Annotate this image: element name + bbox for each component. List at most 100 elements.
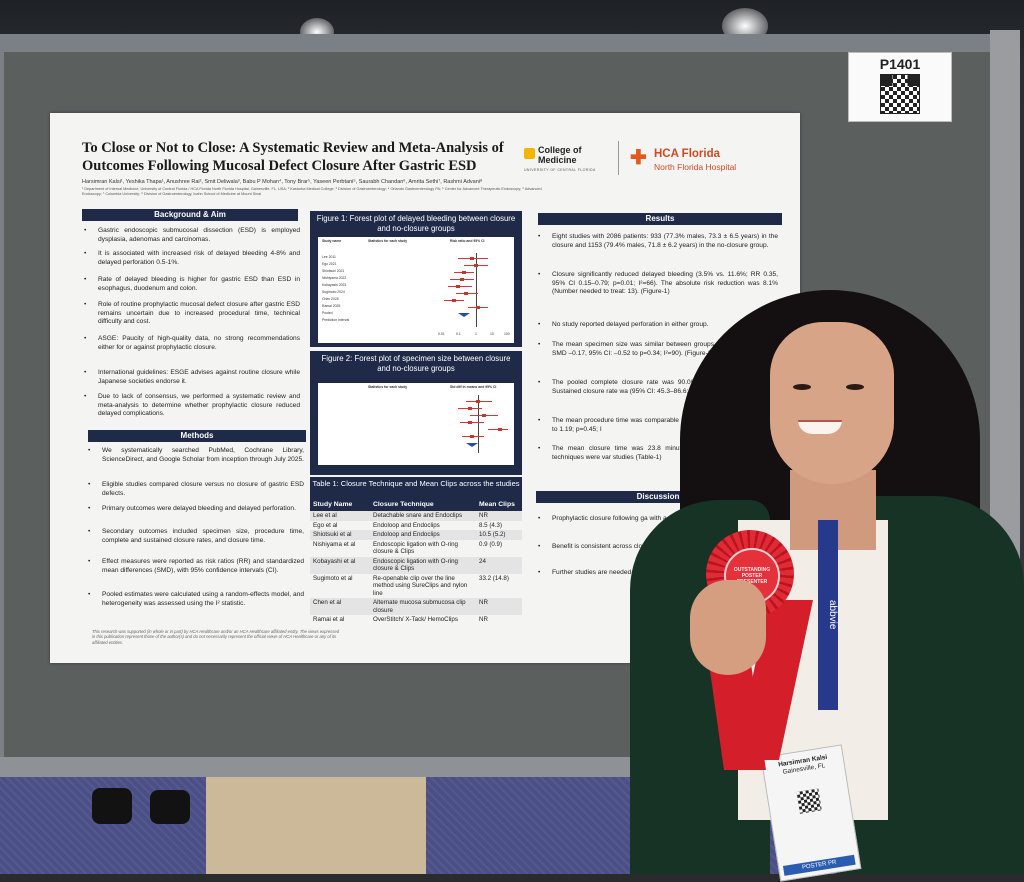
fp2-null-line [478, 395, 479, 453]
bullet-text: The mean closure time was 23.8 minutes (… [552, 445, 778, 461]
bullet-marker: • [538, 321, 541, 328]
presenter-smile [798, 420, 842, 434]
table-cell: Chen et al [310, 598, 370, 615]
ucf-line1: College of [538, 145, 582, 155]
results-bullet: • The mean procedure time was comparable … [538, 417, 778, 434]
fp-axis-tick: 100 [504, 332, 510, 336]
fp-null-line [476, 253, 477, 327]
figure2-panel: Figure 2: Forest plot of specimen size b… [310, 351, 522, 475]
bullet-marker: • [538, 271, 541, 278]
bullet-text: The mean procedure time was comparable (… [552, 417, 778, 433]
table-cell: NR [479, 616, 488, 623]
table-row: Lee et al Detachable snare and Endoclips N… [310, 511, 522, 521]
table-cell: Endoscopic ligation with O-ring closure … [370, 556, 476, 574]
fp-study-name: Shiotsuki 2021 [322, 269, 345, 273]
methods-bullet: • Eligible studies compared closure versu… [88, 481, 304, 498]
fp2-header-stats: Statistics for each study [368, 385, 408, 389]
bullet-text: Eligible studies compared closure versus… [102, 481, 304, 497]
discussion-bullet: • Benefit is consistent across clo patien… [538, 543, 778, 552]
bullet-text: ASGE: Paucity of high-quality data, no s… [98, 335, 300, 351]
table-cell: Detachable snare and Endoclips [370, 511, 476, 521]
background-bullet: • Gastric endoscopic submucosal dissectio… [84, 227, 300, 244]
fp-point [476, 306, 480, 309]
table-cell: Re-openable clip over the line method us… [373, 574, 468, 597]
hca-line2: North Florida Hospital [654, 162, 737, 172]
methods-bullet: • Primary outcomes were delayed bleeding … [88, 505, 304, 514]
presenter-eye [846, 384, 864, 390]
background-bullet: • Role of routine prophylactic mucosal de… [84, 301, 300, 327]
methods-bullet: • Secondary outcomes included specimen si… [88, 528, 304, 545]
bullet-text: Benefit is consistent across clo patient… [552, 543, 698, 550]
bullet-marker: • [88, 591, 91, 598]
background-bullet: • It is associated with increased risk of… [84, 250, 300, 267]
table-row: Kobayashi et al Endoscopic ligation with … [310, 556, 522, 574]
methods-bullet: • We systematically searched PubMed, Coch… [88, 447, 304, 464]
fp-point [474, 264, 478, 267]
fp-study-name: Ego 2021 [322, 262, 337, 266]
visitor-leg [206, 770, 426, 874]
results-bullet: • Eight studies with 2086 patients: 933 (… [538, 233, 778, 250]
table-row: Ramai et al OverStitch/ X-Tack/ HemoClips… [310, 615, 522, 625]
bullet-text: Gastric endoscopic submucosal dissection… [98, 227, 300, 243]
fp2-pooled-diamond [466, 443, 478, 447]
table1-caption: Table 1: Closure Technique and Mean Clip… [310, 477, 522, 499]
ucf-line2: Medicine [538, 155, 577, 165]
bullet-marker: • [84, 301, 87, 308]
fp-axis-tick: 1 [475, 332, 477, 336]
table-cell: Ego et al [313, 521, 338, 529]
fp-axis-tick: 10 [490, 332, 494, 336]
qr-code-icon [880, 74, 920, 114]
table-header-cell: Mean Clips [476, 498, 522, 511]
methods-bullet: • Pooled estimates were calculated using … [88, 591, 304, 608]
table-row: Sugimoto et al Re-openable clip over the … [310, 574, 522, 599]
fp-study-name: Prediction Interval [322, 318, 350, 322]
table-cell: Alternate mucosa submucosa clip closure [370, 598, 476, 615]
fp2-point [470, 435, 474, 438]
table-cell: 24 [476, 556, 522, 574]
bullet-text: International guidelines: ESGE advises a… [98, 369, 300, 385]
table-row: Chen et al Alternate mucosa submucosa cli… [310, 598, 522, 615]
results-bullet: • No study reported delayed perforation i… [538, 321, 778, 330]
fp2-point [468, 421, 472, 424]
table-cell: Endoloop and Endoclips [373, 521, 440, 529]
background-bullet: • Due to lack of consensus, we performed … [84, 393, 300, 419]
bullet-text: No study reported delayed perforation in… [552, 321, 709, 328]
bullet-text: It is associated with increased risk of … [98, 250, 300, 266]
figure2-caption: Figure 2: Forest plot of specimen size b… [321, 354, 511, 373]
bullet-text: Role of routine prophylactic mucosal def… [98, 301, 300, 326]
fp-study-name: Pooled [322, 311, 333, 315]
presenter-eye [793, 384, 811, 390]
bullet-marker: • [88, 558, 91, 565]
visitor-shoes [150, 790, 190, 824]
ucf-logo: College of Medicine UNIVERSITY OF CENTRAL… [524, 145, 624, 175]
qr-code-icon [796, 788, 822, 814]
bullet-marker: • [88, 528, 91, 535]
bullet-text: Pooled estimates were calculated using a… [102, 591, 304, 607]
results-heading: Results [538, 213, 782, 225]
visitor-shoes [92, 788, 132, 824]
table-cell: 10.5 (5.2) [476, 530, 522, 540]
fp-study-name: Ramai 2025 [322, 304, 341, 308]
poster-title: To Close or Not to Close: A Systematic R… [82, 140, 504, 174]
table-header-row: Study Name Closure Technique Mean Clips [310, 498, 522, 511]
figure1-panel: Figure 1: Forest plot of delayed bleedin… [310, 211, 522, 347]
table-cell: Nishiyama et al [313, 540, 356, 548]
bullet-text: Due to lack of consensus, we performed a… [98, 393, 300, 418]
booth-id-card: P1401 [848, 52, 952, 122]
table-cell: Endoscopic ligation with O-ring closure … [373, 540, 458, 556]
poster-affiliations: ¹ Department of Internal Medicine, Unive… [82, 187, 542, 196]
fp-study-name: Lee 2011 [322, 255, 336, 259]
bullet-text: Closure significantly reduced delayed bl… [552, 271, 778, 296]
fp-header-stats: Statistics for each study [368, 239, 408, 243]
fp-pooled-diamond [458, 313, 470, 317]
results-bullet: • The mean specimen size was similar betw… [538, 341, 778, 358]
bullet-text: Eight studies with 2086 patients: 933 (7… [552, 233, 778, 249]
results-bullet: • The pooled complete closure rate was 90… [538, 379, 778, 396]
fp2-point [498, 428, 502, 431]
bullet-marker: • [538, 515, 541, 522]
fp-header-rr: Risk ratio and 95% CI [450, 239, 485, 243]
fp-axis-tick: 0.01 [438, 332, 445, 336]
table-cell: 8.5 (4.3) [479, 521, 503, 529]
fp-study-name: Sugimoto 2024 [322, 290, 345, 294]
bullet-marker: • [538, 417, 541, 424]
